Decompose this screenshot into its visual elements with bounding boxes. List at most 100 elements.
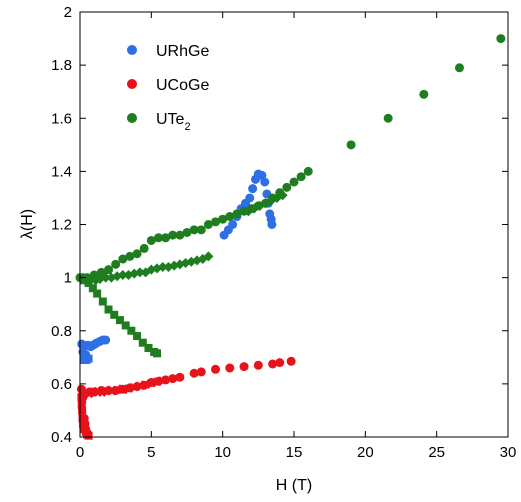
- data-point: [211, 364, 221, 374]
- x-tick-label: 10: [214, 444, 231, 461]
- data-point: [203, 251, 214, 262]
- data-point: [80, 276, 89, 285]
- data-point: [303, 166, 313, 176]
- data-point: [100, 272, 111, 283]
- x-tick-label: 15: [286, 444, 303, 461]
- series-ute2-diamond: [77, 190, 288, 286]
- x-tick-label: 25: [428, 444, 445, 461]
- data-point: [211, 217, 221, 227]
- data-point: [346, 140, 356, 150]
- series-ucoge: [76, 356, 296, 438]
- legend-label: URhGe: [156, 43, 209, 60]
- series-ucoge-square: [77, 393, 93, 440]
- data-point: [189, 225, 199, 235]
- legend-marker: [127, 79, 137, 89]
- data-point: [146, 235, 156, 245]
- series-urhge-lowfield: [80, 353, 93, 364]
- data-point: [383, 113, 393, 123]
- data-point: [454, 63, 464, 73]
- data-point: [175, 230, 185, 240]
- data-point: [232, 209, 242, 219]
- data-point: [157, 262, 168, 272]
- y-axis-label: λ(H): [19, 209, 36, 239]
- data-point: [286, 356, 296, 366]
- data-point: [118, 254, 128, 264]
- data-point: [268, 359, 278, 369]
- data-point: [419, 89, 429, 99]
- data-point: [96, 267, 106, 277]
- data-point: [275, 358, 285, 368]
- data-point: [203, 220, 213, 229]
- data-point: [79, 419, 88, 428]
- y-tick-label: 1.4: [51, 163, 72, 180]
- data-point: [104, 305, 113, 314]
- legend: URhGe UCoGe UTe2: [127, 43, 209, 133]
- data-point: [153, 349, 162, 358]
- data-point: [144, 344, 153, 353]
- data-point: [138, 338, 147, 347]
- y-tick-label: 1.8: [51, 57, 72, 74]
- data-point: [134, 267, 145, 278]
- data-point: [121, 321, 130, 330]
- data-point: [225, 212, 235, 222]
- data-point: [296, 172, 306, 182]
- data-point: [218, 214, 228, 224]
- y-tick-label: 1: [64, 270, 72, 287]
- data-point: [282, 182, 292, 192]
- series-ucoge-diamond: [79, 376, 165, 400]
- data-point: [289, 177, 299, 187]
- data-point: [175, 372, 185, 382]
- data-point: [139, 243, 149, 253]
- data-point: [267, 220, 277, 229]
- data-point: [154, 376, 165, 387]
- data-point: [104, 265, 114, 275]
- data-point: [125, 251, 135, 261]
- data-point: [277, 190, 288, 201]
- y-tick-label: 1.6: [51, 110, 72, 127]
- data-point: [225, 363, 235, 373]
- series-ute2: [75, 34, 506, 283]
- data-point: [88, 284, 97, 293]
- x-tick-label: 30: [500, 444, 517, 461]
- data-point: [189, 368, 199, 378]
- y-tick-label: 0.6: [51, 376, 72, 393]
- data-point: [182, 227, 192, 237]
- data-point: [196, 367, 206, 377]
- data-point: [78, 395, 87, 404]
- legend-label: UCoGe: [156, 77, 209, 94]
- data-point: [168, 374, 178, 384]
- y-tick-label: 1.2: [51, 217, 72, 234]
- data-point: [77, 401, 86, 410]
- data-point: [132, 249, 142, 259]
- plot-area: [75, 34, 506, 440]
- data-point: [249, 203, 260, 214]
- y-tick-label: 0.4: [51, 429, 72, 446]
- data-point: [93, 289, 102, 298]
- y-axis: 0.4 0.6 0.8 1 1.2 1.4 1.6 1.8 2: [51, 4, 508, 446]
- data-point: [228, 220, 238, 229]
- legend-marker: [127, 113, 137, 123]
- data-point: [133, 332, 142, 341]
- data-point: [168, 230, 178, 240]
- data-point: [153, 233, 163, 243]
- data-point: [110, 310, 119, 319]
- legend-label: UTe2: [156, 111, 191, 133]
- data-point: [161, 233, 171, 243]
- data-point: [253, 360, 263, 370]
- data-point: [84, 278, 93, 287]
- data-point: [245, 193, 255, 203]
- data-point: [103, 385, 114, 396]
- x-tick-label: 0: [76, 444, 84, 461]
- data-point: [115, 316, 124, 325]
- data-point: [81, 353, 90, 362]
- plot-frame: [79, 11, 509, 438]
- data-point: [101, 335, 111, 345]
- data-point: [78, 406, 87, 415]
- data-point: [114, 384, 125, 395]
- data-point: [78, 414, 87, 423]
- y-tick-label: 2: [64, 4, 72, 21]
- data-point: [248, 184, 258, 194]
- data-point: [84, 431, 93, 440]
- data-point: [98, 297, 107, 306]
